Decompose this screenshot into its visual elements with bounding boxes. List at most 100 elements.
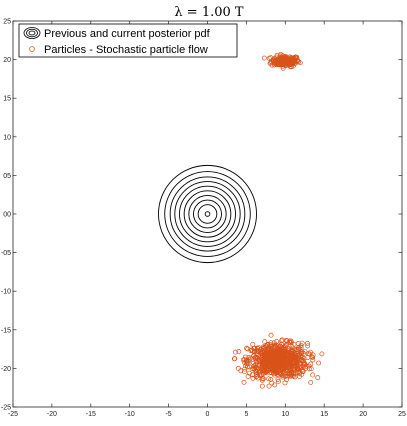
particle-point bbox=[270, 358, 276, 364]
x-tick-label: 20 bbox=[359, 411, 367, 418]
x-axis: -25 -20 -15 -10 -5 0 5 10 15 20 25 bbox=[8, 21, 406, 418]
particle-point bbox=[268, 332, 274, 338]
particle-point bbox=[306, 366, 312, 372]
y-tick-label: 25 bbox=[3, 19, 11, 26]
particle-point bbox=[263, 357, 269, 363]
particle-point bbox=[259, 365, 265, 371]
particles bbox=[232, 51, 325, 389]
particle-point bbox=[266, 383, 272, 389]
particle-point bbox=[291, 353, 297, 359]
x-tick-label: 10 bbox=[281, 411, 289, 418]
particle-point bbox=[303, 363, 309, 369]
particle-point bbox=[283, 355, 289, 361]
particle-point bbox=[291, 365, 297, 371]
legend-particle-icon bbox=[29, 46, 35, 52]
particle-point bbox=[285, 370, 291, 376]
particle-point bbox=[243, 363, 249, 369]
particle-point bbox=[272, 348, 278, 354]
y-tick-label: 15 bbox=[3, 96, 11, 103]
y-tick-label: -05 bbox=[1, 250, 11, 257]
posterior-contour-ring bbox=[188, 195, 227, 233]
posterior-contours bbox=[158, 164, 257, 264]
posterior-contour-ring bbox=[158, 164, 257, 264]
particle-point bbox=[282, 349, 288, 355]
particle-point bbox=[259, 348, 265, 354]
x-tick-label: 5 bbox=[244, 411, 248, 418]
particle-point bbox=[280, 354, 286, 360]
particle-point bbox=[282, 380, 288, 386]
plot-frame bbox=[12, 20, 403, 408]
particle-point bbox=[270, 57, 276, 63]
particle-point bbox=[251, 360, 257, 366]
particle-point bbox=[267, 60, 273, 66]
particle-point bbox=[232, 349, 238, 355]
particle-point bbox=[293, 346, 299, 352]
particle-point bbox=[266, 376, 271, 382]
particle-point bbox=[244, 345, 250, 351]
posterior-contour-ring bbox=[164, 171, 251, 257]
particle-point bbox=[241, 369, 247, 375]
posterior-contour-ring bbox=[197, 204, 218, 224]
particle-point bbox=[308, 379, 314, 385]
particle-point bbox=[262, 345, 268, 350]
particle-point bbox=[299, 367, 305, 372]
particle-point bbox=[266, 55, 272, 61]
particle-point bbox=[257, 372, 263, 378]
particle-point bbox=[305, 355, 311, 361]
particle-point bbox=[285, 58, 291, 64]
particle-point bbox=[315, 375, 321, 381]
x-tick-label: -25 bbox=[8, 411, 18, 418]
x-tick-label: 0 bbox=[206, 411, 210, 418]
particle-point bbox=[241, 379, 247, 385]
particle-point bbox=[302, 348, 308, 354]
particle-point bbox=[268, 364, 274, 370]
x-tick-label: -10 bbox=[125, 411, 135, 418]
particle-point bbox=[253, 374, 259, 380]
particle-point bbox=[307, 349, 313, 355]
particle-point bbox=[287, 371, 293, 377]
particle-point bbox=[294, 370, 300, 375]
particle-point bbox=[246, 370, 252, 376]
x-tick-label: 15 bbox=[320, 411, 328, 418]
particle-point bbox=[241, 357, 247, 362]
legend-label-posterior: Previous and current posterior pdf bbox=[44, 28, 211, 40]
particle-point bbox=[295, 346, 301, 352]
particle-point bbox=[290, 348, 296, 354]
particle-point bbox=[276, 349, 282, 355]
particle-point bbox=[300, 358, 306, 364]
particle-point bbox=[316, 360, 321, 366]
posterior-contour-ring bbox=[174, 181, 241, 247]
particle-point bbox=[283, 364, 289, 370]
particle-point bbox=[310, 357, 316, 363]
particle-point bbox=[297, 373, 302, 379]
y-tick-label: -20 bbox=[1, 366, 11, 373]
particle-point bbox=[279, 338, 285, 344]
particle-point bbox=[291, 367, 296, 373]
particle-point bbox=[245, 373, 251, 379]
particle-point bbox=[265, 351, 271, 357]
legend-label-particles: Particles - Stochastic particle flow bbox=[44, 44, 208, 56]
x-tick-label: -5 bbox=[165, 411, 171, 418]
particle-point bbox=[283, 365, 289, 371]
particle-point bbox=[309, 354, 315, 360]
particle-point bbox=[272, 343, 277, 349]
x-tick-label: -20 bbox=[47, 411, 57, 418]
particle-point bbox=[268, 377, 274, 383]
particle-point bbox=[267, 370, 273, 376]
particle-point bbox=[276, 57, 282, 63]
particle-point bbox=[275, 62, 280, 68]
particle-point bbox=[263, 362, 269, 368]
particle-point bbox=[275, 363, 281, 369]
y-tick-label: 20 bbox=[3, 57, 11, 64]
particle-point bbox=[300, 364, 306, 369]
particle-point bbox=[278, 349, 284, 355]
particle-point bbox=[299, 340, 305, 346]
legend-box bbox=[18, 23, 238, 58]
chart-title: λ = 1.00 T bbox=[174, 5, 243, 20]
posterior-contour-ring bbox=[179, 185, 236, 243]
particle-point bbox=[253, 354, 259, 360]
particle-point bbox=[308, 366, 314, 372]
particle-point bbox=[236, 349, 242, 354]
y-tick-label: 10 bbox=[3, 134, 11, 141]
particle-point bbox=[299, 369, 305, 374]
